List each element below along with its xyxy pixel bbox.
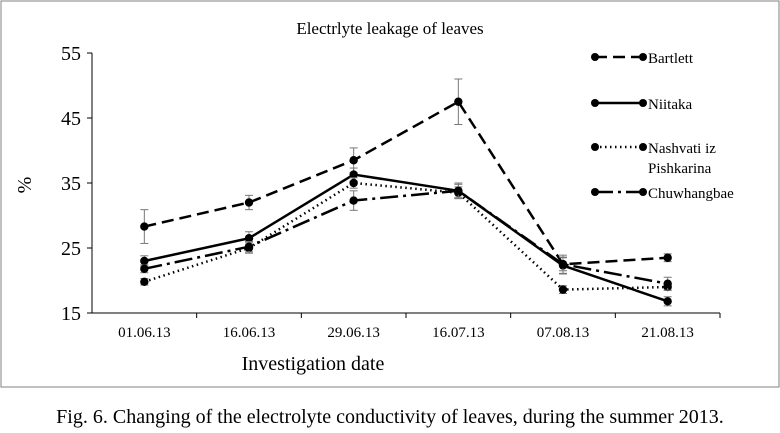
x-tick-label: 29.06.13 — [327, 325, 380, 341]
data-point — [140, 256, 149, 266]
series-line — [144, 173, 669, 303]
legend-label: Chuwhangbae — [648, 186, 734, 202]
legend-marker — [591, 53, 599, 61]
series-line — [143, 181, 668, 291]
data-point — [140, 277, 149, 286]
legend-marker — [639, 143, 647, 151]
x-tick-label: 21.08.13 — [641, 325, 694, 341]
series-bartlett — [140, 78, 672, 272]
data-point — [663, 279, 672, 288]
series-line — [144, 189, 668, 285]
x-tick-label: 07.08.13 — [537, 325, 590, 341]
legend-item: Bartlett — [591, 51, 694, 67]
legend-item: Chuwhangbae — [591, 186, 734, 202]
data-point — [244, 198, 254, 207]
data-point — [244, 242, 254, 251]
legend-marker — [639, 53, 647, 61]
series-chuwhangbae — [140, 183, 672, 291]
data-point — [349, 178, 358, 188]
data-point — [454, 97, 463, 106]
chart: Electrlyte leakage of leaves % Investiga… — [0, 0, 780, 388]
legend-marker — [591, 99, 599, 107]
chart-frame: Electrlyte leakage of leaves % Investiga… — [0, 0, 780, 388]
x-tick-label: 16.06.13 — [223, 325, 276, 341]
data-point — [349, 156, 358, 165]
data-point — [244, 234, 254, 243]
data-point — [349, 196, 358, 205]
legend-marker — [591, 143, 599, 151]
legend-item: Nashvati iz Pishkarina — [591, 141, 716, 177]
x-tick-label: 01.06.13 — [118, 325, 171, 341]
legend-item: Niitaka — [591, 97, 692, 113]
legend-label: Bartlett — [648, 51, 694, 67]
legend-label: Niitaka — [648, 97, 692, 113]
data-point — [140, 264, 149, 273]
legend-marker — [591, 188, 599, 196]
chart-border — [0, 0, 780, 388]
series-line — [144, 100, 668, 266]
data-point — [140, 222, 149, 231]
data-point — [454, 186, 463, 195]
legend-marker — [639, 188, 647, 196]
y-tick-label: 45 — [61, 108, 81, 130]
y-axis-label: % — [14, 177, 36, 194]
y-tick-label: 55 — [61, 43, 81, 65]
data-point — [663, 253, 672, 262]
y-tick-label: 35 — [61, 173, 81, 195]
x-tick-label: 16.07.13 — [432, 325, 485, 341]
data-point — [349, 170, 358, 179]
chart-title: Electrlyte leakage of leaves — [296, 19, 483, 38]
legend-marker — [639, 99, 647, 107]
data-point — [558, 285, 568, 294]
y-tick-label: 25 — [61, 238, 81, 260]
data-point — [558, 260, 568, 269]
x-axis-label: Investigation date — [242, 353, 385, 375]
y-tick-label: 15 — [61, 303, 81, 325]
legend-label: Nashvati iz Pishkarina — [648, 141, 716, 177]
data-point — [663, 297, 672, 306]
figure-caption: Fig. 6. Changing of the electrolyte cond… — [56, 406, 724, 428]
